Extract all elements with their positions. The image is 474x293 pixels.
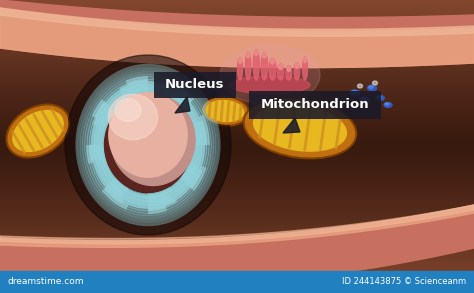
Ellipse shape bbox=[279, 64, 283, 69]
Ellipse shape bbox=[230, 76, 310, 94]
Ellipse shape bbox=[350, 90, 360, 96]
Ellipse shape bbox=[115, 99, 141, 121]
Text: Nucleus: Nucleus bbox=[165, 79, 225, 91]
Ellipse shape bbox=[237, 58, 243, 80]
Ellipse shape bbox=[294, 63, 300, 80]
Polygon shape bbox=[0, 8, 474, 68]
Ellipse shape bbox=[111, 95, 195, 185]
Ellipse shape bbox=[287, 67, 291, 71]
Ellipse shape bbox=[201, 96, 249, 126]
Polygon shape bbox=[0, 0, 474, 68]
FancyBboxPatch shape bbox=[249, 91, 381, 119]
Ellipse shape bbox=[65, 55, 231, 235]
Text: dreamstime.com: dreamstime.com bbox=[8, 277, 84, 287]
Polygon shape bbox=[0, 205, 474, 288]
Ellipse shape bbox=[109, 94, 158, 140]
Ellipse shape bbox=[8, 106, 68, 156]
Ellipse shape bbox=[377, 96, 381, 98]
Ellipse shape bbox=[109, 93, 187, 177]
Ellipse shape bbox=[6, 104, 70, 158]
Polygon shape bbox=[0, 205, 474, 244]
FancyBboxPatch shape bbox=[154, 72, 236, 98]
Ellipse shape bbox=[263, 53, 266, 58]
Ellipse shape bbox=[357, 84, 363, 88]
Ellipse shape bbox=[246, 52, 251, 80]
Ellipse shape bbox=[246, 53, 250, 58]
Text: ID 244143875 © Scienceanm: ID 244143875 © Scienceanm bbox=[342, 277, 466, 287]
Ellipse shape bbox=[203, 98, 247, 124]
Ellipse shape bbox=[261, 53, 268, 80]
Ellipse shape bbox=[244, 97, 356, 159]
Ellipse shape bbox=[246, 99, 355, 157]
Ellipse shape bbox=[369, 86, 373, 88]
Ellipse shape bbox=[104, 98, 191, 192]
Bar bbox=[0, 271, 474, 293]
Ellipse shape bbox=[206, 100, 244, 122]
Ellipse shape bbox=[360, 97, 370, 103]
Ellipse shape bbox=[238, 59, 241, 64]
Ellipse shape bbox=[302, 57, 308, 80]
Text: Mitochondrion: Mitochondrion bbox=[261, 98, 369, 112]
Ellipse shape bbox=[385, 103, 389, 105]
Ellipse shape bbox=[373, 81, 377, 85]
Ellipse shape bbox=[376, 96, 384, 100]
Ellipse shape bbox=[384, 103, 392, 108]
Ellipse shape bbox=[352, 91, 356, 93]
Ellipse shape bbox=[13, 110, 63, 151]
Ellipse shape bbox=[367, 85, 376, 91]
Ellipse shape bbox=[362, 98, 366, 100]
Ellipse shape bbox=[255, 50, 258, 55]
Polygon shape bbox=[0, 8, 474, 36]
Ellipse shape bbox=[270, 59, 274, 64]
Polygon shape bbox=[0, 205, 474, 247]
Ellipse shape bbox=[277, 64, 284, 80]
Ellipse shape bbox=[253, 50, 259, 80]
Ellipse shape bbox=[254, 105, 346, 151]
Ellipse shape bbox=[220, 45, 320, 105]
Polygon shape bbox=[175, 97, 190, 113]
Ellipse shape bbox=[295, 64, 299, 69]
Ellipse shape bbox=[286, 66, 292, 80]
Polygon shape bbox=[283, 118, 300, 133]
Ellipse shape bbox=[303, 57, 307, 63]
Ellipse shape bbox=[269, 59, 276, 80]
